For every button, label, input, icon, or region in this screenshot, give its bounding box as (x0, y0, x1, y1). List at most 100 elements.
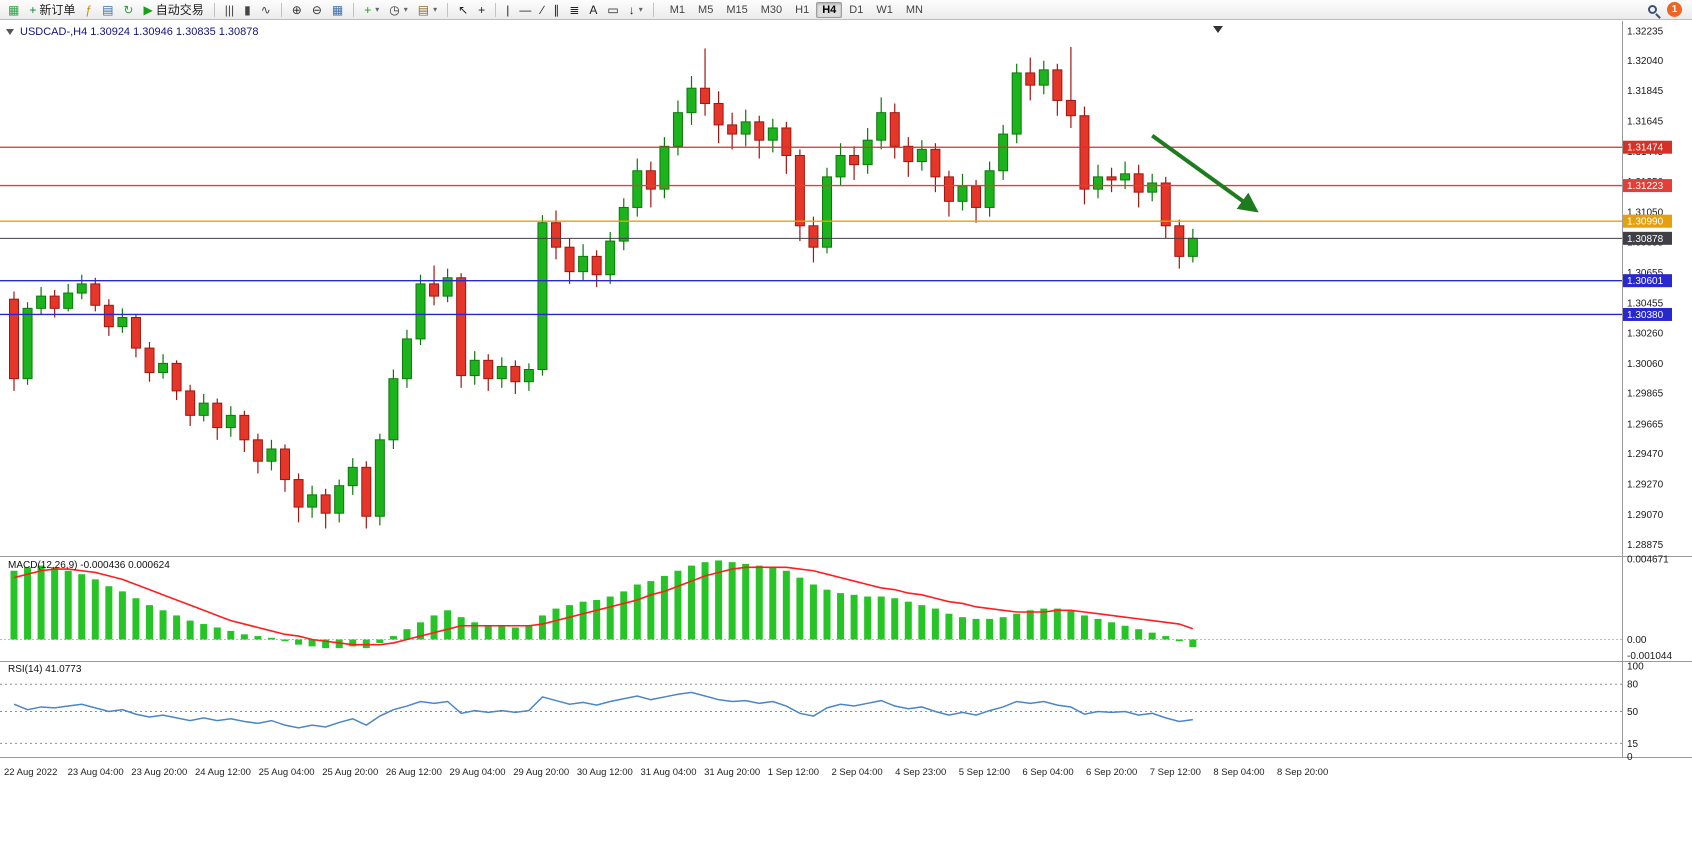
timeframe-button-w1[interactable]: W1 (876, 3, 893, 16)
timeframe-button-h4[interactable]: H4 (816, 1, 843, 18)
timeframe-button-d1[interactable]: D1 (849, 3, 864, 16)
line-chart-icon[interactable]: ∿ (260, 2, 271, 17)
profiles-icon[interactable]: ▤ (102, 2, 114, 17)
expert-advisors-icon[interactable]: ƒ (85, 2, 93, 17)
svg-text:1 Sep 12:00: 1 Sep 12:00 (768, 767, 819, 778)
tile-windows-icon[interactable]: ▦ (331, 2, 344, 17)
svg-text:6 Sep 04:00: 6 Sep 04:00 (1022, 767, 1073, 778)
cursor-icon[interactable]: ↖ (458, 2, 469, 17)
svg-text:1.29470: 1.29470 (1627, 449, 1664, 460)
price-level-badges: 1.31474 1.31223 1.30990 1.30601 1.30380 1.308… (1623, 140, 1672, 321)
svg-text:1.28875: 1.28875 (1627, 540, 1664, 551)
chart-shift-marker-icon[interactable] (1213, 26, 1223, 33)
price-levels[interactable] (0, 146, 1622, 316)
macd-indicator-label: MACD(12,26,9) -0.000436 0.000624 (8, 560, 170, 571)
svg-text:25 Aug 04:00: 25 Aug 04:00 (259, 767, 315, 778)
timeframe-button-h1[interactable]: H1 (795, 3, 810, 16)
bar-chart-icon[interactable]: ||| (224, 2, 235, 17)
arrows-icon[interactable]: ↓ ▾ (628, 2, 643, 17)
templates-icon[interactable]: ▤ ▾ (417, 2, 438, 17)
trendline-icon[interactable]: ∕ (541, 2, 544, 17)
text-label-icon[interactable]: ▭ (607, 2, 619, 17)
timeframe-button-m5[interactable]: M5 (698, 3, 714, 16)
rsi-indicator-label: RSI(14) 41.0773 (8, 664, 82, 675)
main-toolbar: ▦ + 新订单 ƒ ▤ ↻ ▶ 自动交易 ||| ▮ ∿ ⊕ ⊖ ▦ + ▾ ◷ ▾ ▤ ▾ ↖ + | — ∕ ∥ ≣ A ▭ ↓ ▾ M1… (0, 0, 1692, 20)
autotrade-button-label: 自动交易 (155, 2, 204, 17)
timeframe-button-mn[interactable]: MN (905, 3, 923, 16)
indicators-icon-caret: ▾ (375, 4, 380, 14)
svg-text:0.00: 0.00 (1627, 635, 1647, 646)
rsi-levels (0, 683, 1622, 744)
svg-text:4 Sep 23:00: 4 Sep 23:00 (895, 767, 946, 778)
svg-text:7 Sep 12:00: 7 Sep 12:00 (1150, 767, 1201, 778)
rsi-axis[interactable]: 100 80 50 15 0 (1627, 662, 1644, 764)
svg-text:22 Aug 2022: 22 Aug 2022 (4, 767, 57, 778)
svg-text:1.30380: 1.30380 (1627, 310, 1664, 321)
toolbar-separator (213, 2, 215, 17)
macd-axis[interactable]: 0.004671 0.00 -0.001044 (1627, 555, 1672, 662)
horizontal-line-icon[interactable]: — (519, 2, 532, 17)
svg-text:26 Aug 12:00: 26 Aug 12:00 (386, 767, 442, 778)
svg-text:23 Aug 04:00: 23 Aug 04:00 (68, 767, 124, 778)
svg-text:100: 100 (1627, 662, 1644, 673)
svg-text:1.31645: 1.31645 (1627, 117, 1664, 128)
svg-text:1.29665: 1.29665 (1627, 419, 1664, 430)
new-order-button-glyph: + (29, 2, 37, 17)
new-order-button[interactable]: + 新订单 (25, 1, 79, 18)
timeframe-button-m30[interactable]: M30 (760, 3, 783, 16)
crosshair-icon[interactable]: + (478, 2, 486, 17)
periods-icon[interactable]: ◷ ▾ (389, 2, 408, 17)
svg-text:15: 15 (1627, 739, 1639, 750)
svg-text:8 Sep 20:00: 8 Sep 20:00 (1277, 767, 1328, 778)
svg-text:1.31223: 1.31223 (1627, 181, 1664, 192)
svg-text:1.31050: 1.31050 (1627, 208, 1664, 219)
price-axis[interactable]: 1.322351.320401.318451.316451.314451.312… (1627, 26, 1664, 551)
templates-icon-caret: ▾ (433, 4, 438, 14)
svg-text:0: 0 (1627, 752, 1633, 763)
arrows-icon-caret: ▾ (638, 4, 643, 14)
svg-text:1.30060: 1.30060 (1627, 359, 1664, 370)
symbol-ohlc-text: USDCAD-,H4 1.30924 1.30946 1.30835 1.308… (20, 26, 259, 38)
svg-text:1.30655: 1.30655 (1627, 268, 1664, 279)
svg-text:1.29865: 1.29865 (1627, 389, 1664, 400)
toolbar-separator (495, 2, 497, 17)
zoom-out-icon[interactable]: ⊖ (311, 2, 322, 17)
svg-text:24 Aug 12:00: 24 Aug 12:00 (195, 767, 251, 778)
timeframe-toolbar: M1 M5 M15 M30 H1 H4 D1 W1 MN (664, 1, 929, 18)
fibonacci-icon[interactable]: ≣ (569, 2, 580, 17)
svg-text:1.29070: 1.29070 (1627, 510, 1664, 521)
svg-text:1.31474: 1.31474 (1627, 143, 1664, 154)
chart-symbol-ohlc: USDCAD-,H4 1.30924 1.30946 1.30835 1.308… (6, 26, 259, 38)
refresh-icon[interactable]: ↻ (123, 2, 134, 17)
new-order-button-label: 新订单 (39, 2, 76, 17)
time-axis[interactable]: 22 Aug 2022 23 Aug 04:00 23 Aug 20:00 24 Au… (4, 767, 1328, 778)
svg-text:2 Sep 04:00: 2 Sep 04:00 (831, 767, 882, 778)
search-icon[interactable] (1644, 1, 1661, 18)
text-icon[interactable]: A (589, 2, 598, 17)
notification-badge[interactable]: 1 (1667, 2, 1682, 17)
zoom-in-icon[interactable]: ⊕ (291, 2, 302, 17)
candles-layer (9, 46, 1198, 529)
indicators-icon[interactable]: + ▾ (364, 2, 380, 17)
svg-text:23 Aug 20:00: 23 Aug 20:00 (131, 767, 187, 778)
toolbar-separator (652, 2, 654, 17)
svg-text:1.30260: 1.30260 (1627, 328, 1664, 339)
svg-text:6 Sep 20:00: 6 Sep 20:00 (1086, 767, 1137, 778)
timeframe-button-m1[interactable]: M1 (669, 3, 686, 16)
timeframe-button-m15[interactable]: M15 (726, 3, 748, 16)
macd-signal-line (13, 566, 1194, 646)
svg-text:-0.001044: -0.001044 (1627, 651, 1672, 662)
trend-arrow[interactable] (1151, 133, 1259, 213)
candlestick-chart-icon[interactable]: ▮ (244, 2, 251, 17)
autotrade-button[interactable]: ▶ 自动交易 (139, 1, 207, 18)
vertical-line-icon[interactable]: | (506, 2, 510, 17)
one-click-trading-toggle-icon[interactable] (6, 29, 14, 35)
channel-icon[interactable]: ∥ (553, 2, 560, 17)
svg-text:1.30878: 1.30878 (1627, 234, 1664, 245)
autotrade-button-glyph: ▶ (143, 2, 153, 17)
chart-window-icon[interactable]: ▦ (8, 2, 20, 17)
svg-text:1.31845: 1.31845 (1627, 86, 1664, 97)
svg-text:1.32235: 1.32235 (1627, 26, 1664, 37)
